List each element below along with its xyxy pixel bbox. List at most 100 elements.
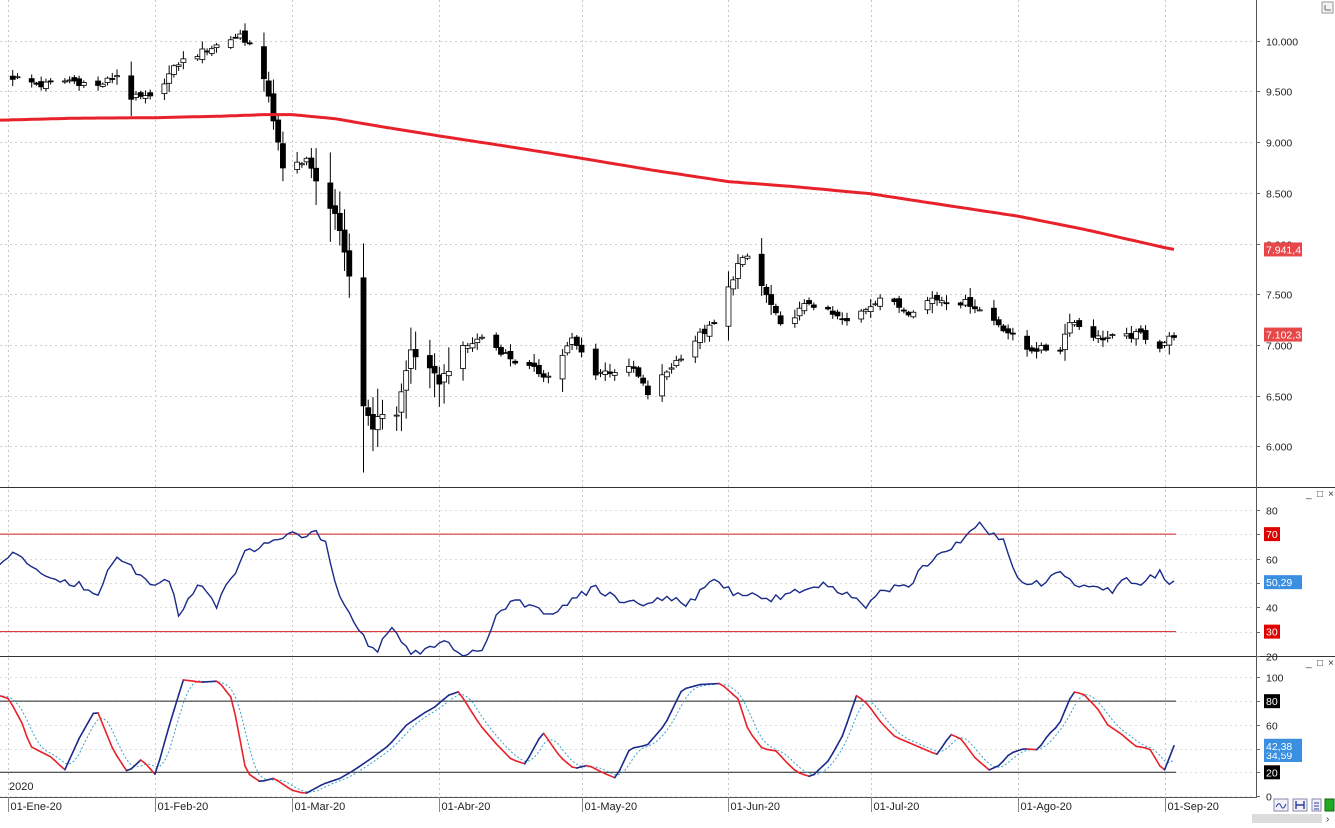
candle-body xyxy=(579,345,584,352)
stochastic-level-badge-text: 20 xyxy=(1266,767,1278,779)
candle-body xyxy=(205,51,210,52)
candle-body xyxy=(238,34,243,38)
candle-body xyxy=(693,341,698,357)
close-button[interactable]: × xyxy=(1328,658,1334,669)
candle-body xyxy=(679,359,684,360)
candle-body xyxy=(541,374,546,377)
candle-body xyxy=(1172,336,1177,338)
candle-body xyxy=(243,31,248,42)
candle-body xyxy=(143,96,148,99)
candle-body xyxy=(925,301,930,310)
candle-body xyxy=(1129,333,1134,338)
candle-body xyxy=(1110,335,1115,336)
wave-icon[interactable] xyxy=(1274,799,1288,811)
candle-body xyxy=(62,81,67,82)
candle-body xyxy=(878,298,883,306)
y-tick-label: 7.000 xyxy=(1266,341,1292,353)
candle-body xyxy=(802,304,807,311)
candle-body xyxy=(527,362,532,365)
x-tick-label: 01-Sep-20 xyxy=(1168,801,1219,813)
candle-body xyxy=(129,76,134,99)
candle xyxy=(636,366,641,378)
candle-body xyxy=(1001,326,1006,331)
candle-body xyxy=(759,254,764,285)
candle-body xyxy=(1039,346,1044,350)
x-tick-label: 01-Abr-20 xyxy=(442,801,491,813)
candle-body xyxy=(996,320,1001,325)
chevron-right-icon[interactable]: › xyxy=(1326,814,1329,823)
candle-body xyxy=(906,312,911,315)
candle-body xyxy=(427,356,432,368)
candle-body xyxy=(437,375,442,384)
candle-body xyxy=(77,79,82,86)
candle-body xyxy=(39,82,44,87)
candle-body xyxy=(399,392,404,412)
candle-body xyxy=(897,299,902,308)
candle-body xyxy=(778,316,783,324)
candle-body xyxy=(968,297,973,306)
candle-body xyxy=(546,376,551,377)
candle-body xyxy=(100,84,105,86)
restore-button[interactable]: □ xyxy=(1317,658,1323,669)
candle-body xyxy=(859,311,864,319)
candle-body xyxy=(745,256,750,258)
candle-body xyxy=(337,213,342,230)
candle-body xyxy=(740,258,745,265)
candle-body xyxy=(1034,349,1039,352)
candle-body xyxy=(43,82,48,88)
close-button[interactable]: × xyxy=(1328,489,1334,500)
candle-body xyxy=(698,332,703,342)
candle-body xyxy=(503,353,508,354)
candle-body xyxy=(361,278,366,406)
candle-body xyxy=(1067,323,1072,333)
y-tick-label: 8.500 xyxy=(1266,189,1292,201)
y-tick-label: 80 xyxy=(1266,506,1278,518)
save-icon[interactable] xyxy=(1293,799,1307,811)
candle-body xyxy=(167,74,172,83)
price-value-badge-text: 7.102,3 xyxy=(1266,330,1301,342)
candle-body xyxy=(271,94,276,121)
candle-body xyxy=(807,301,812,304)
candle-body xyxy=(607,372,612,374)
candle-body xyxy=(835,312,840,316)
candle-body xyxy=(826,307,831,309)
restore-button[interactable]: □ xyxy=(1317,489,1323,500)
minimize-button[interactable]: _ xyxy=(1305,489,1312,500)
y-tick-label: 100 xyxy=(1266,673,1284,685)
candle-body xyxy=(726,287,731,326)
candle-body xyxy=(939,301,944,303)
candle-body xyxy=(797,308,802,316)
bars-icon[interactable] xyxy=(1312,799,1321,811)
y-tick-label: 10.000 xyxy=(1266,37,1298,49)
candle-body xyxy=(811,305,816,307)
candle-body xyxy=(138,93,143,97)
y-tick-label: 60 xyxy=(1266,721,1278,733)
candle-body xyxy=(404,371,409,391)
candle-body xyxy=(29,79,34,82)
candle-body xyxy=(370,414,375,429)
candle-body xyxy=(574,337,579,345)
candle-body xyxy=(570,338,575,344)
candle-body xyxy=(81,83,86,86)
candle-body xyxy=(432,366,437,373)
y-tick-label: 6.000 xyxy=(1266,442,1292,454)
candle-body xyxy=(299,164,304,165)
candle-body xyxy=(645,386,650,395)
candle-body xyxy=(1025,336,1030,349)
candle-body xyxy=(380,414,385,418)
candle-body xyxy=(1058,350,1063,351)
candle-body xyxy=(873,304,878,305)
candle-body xyxy=(631,367,636,369)
horizontal-scrollbar[interactable] xyxy=(1252,814,1322,823)
candle-body xyxy=(195,57,200,59)
candle-body xyxy=(636,368,641,377)
candle-body xyxy=(498,347,503,354)
candle-body xyxy=(261,47,266,79)
candle-body xyxy=(731,280,736,289)
candle-body xyxy=(674,360,679,365)
candle-body xyxy=(593,349,598,375)
candle-body xyxy=(148,93,153,96)
restore-icon[interactable] xyxy=(1322,2,1333,13)
candle-body xyxy=(769,295,774,305)
minimize-button[interactable]: _ xyxy=(1305,658,1312,669)
